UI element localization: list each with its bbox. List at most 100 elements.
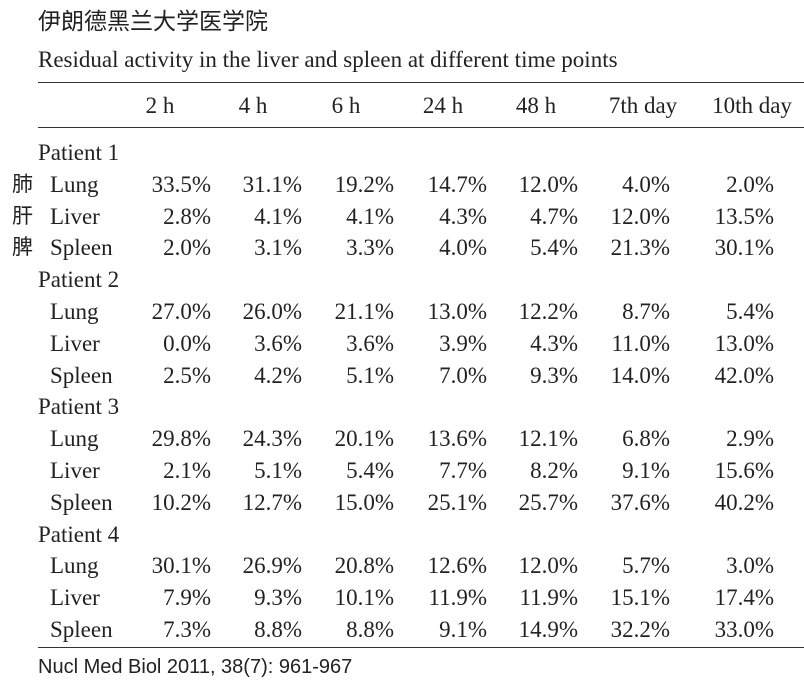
cell-value: 2.0% bbox=[726, 171, 774, 197]
row-label: Lung bbox=[50, 171, 99, 197]
cell-value: 14.7% bbox=[427, 171, 487, 197]
cell-value: 12.0% bbox=[518, 171, 578, 197]
row-label: Spleen bbox=[50, 617, 113, 642]
cell-value: 7.3% bbox=[163, 617, 211, 642]
cell-value: 2.8% bbox=[163, 203, 211, 229]
row-note: 肺 bbox=[12, 172, 33, 196]
cell-value: 3.1% bbox=[254, 235, 302, 261]
cell-value: 15.0% bbox=[334, 489, 394, 515]
cell-value: 20.1% bbox=[334, 426, 394, 452]
cell-value: 3.6% bbox=[346, 330, 394, 356]
title: 伊朗德黑兰大学医学院 bbox=[38, 8, 268, 34]
row-label: Lung bbox=[50, 553, 99, 579]
cell-value: 5.7% bbox=[622, 553, 670, 579]
cell-value: 17.4% bbox=[714, 585, 774, 611]
cell-value: 5.4% bbox=[530, 235, 578, 261]
top-rule bbox=[38, 82, 804, 83]
cell-value: 7.0% bbox=[439, 362, 487, 388]
cell-value: 13.5% bbox=[714, 203, 774, 229]
cell-value: 21.3% bbox=[610, 235, 670, 261]
cell-value: 9.1% bbox=[622, 458, 670, 483]
cell-value: 8.2% bbox=[530, 458, 578, 483]
column-header: 2 h bbox=[145, 93, 175, 118]
cell-value: 2.1% bbox=[163, 458, 211, 483]
cell-value: 30.1% bbox=[714, 235, 774, 261]
cell-value: 12.6% bbox=[427, 553, 487, 579]
cell-value: 2.9% bbox=[726, 426, 774, 452]
cell-value: 4.1% bbox=[254, 203, 302, 229]
cell-value: 13.0% bbox=[714, 330, 774, 356]
cell-value: 30.1% bbox=[151, 553, 211, 579]
cell-value: 5.4% bbox=[726, 299, 774, 324]
cell-value: 25.1% bbox=[427, 489, 487, 515]
header-rule bbox=[38, 127, 804, 128]
cell-value: 11.9% bbox=[519, 585, 578, 611]
row-label: Spleen bbox=[50, 362, 113, 388]
cell-value: 4.0% bbox=[622, 171, 670, 197]
cell-value: 4.2% bbox=[254, 362, 302, 388]
cell-value: 12.0% bbox=[610, 203, 670, 229]
cell-value: 20.8% bbox=[334, 553, 394, 579]
row-note: 肝 bbox=[12, 204, 33, 228]
row-label: Spleen bbox=[50, 235, 113, 261]
cell-value: 10.1% bbox=[334, 585, 394, 611]
cell-value: 7.7% bbox=[439, 458, 487, 483]
cell-value: 9.1% bbox=[439, 617, 487, 642]
row-label: Lung bbox=[50, 426, 99, 452]
cell-value: 5.4% bbox=[346, 458, 394, 483]
cell-value: 7.9% bbox=[163, 585, 211, 611]
cell-value: 12.7% bbox=[242, 489, 302, 515]
column-header: 24 h bbox=[422, 93, 464, 118]
cell-value: 11.0% bbox=[611, 330, 670, 356]
cell-value: 14.0% bbox=[610, 362, 670, 388]
cell-value: 4.3% bbox=[530, 330, 578, 356]
cell-value: 5.1% bbox=[346, 362, 394, 388]
row-label: Spleen bbox=[50, 489, 113, 515]
cell-value: 3.9% bbox=[439, 330, 487, 356]
row-label: Liver bbox=[50, 458, 100, 483]
cell-value: 8.8% bbox=[254, 617, 302, 642]
cell-value: 33.5% bbox=[151, 171, 211, 197]
cell-value: 3.3% bbox=[346, 235, 394, 261]
column-header: 10th day bbox=[712, 93, 792, 118]
cell-value: 33.0% bbox=[714, 617, 774, 642]
cell-value: 4.0% bbox=[439, 235, 487, 261]
row-label: Liver bbox=[50, 330, 100, 356]
group-label: Patient 4 bbox=[38, 521, 120, 547]
cell-value: 27.0% bbox=[151, 299, 211, 324]
cell-value: 8.8% bbox=[346, 617, 394, 642]
cell-value: 37.6% bbox=[610, 489, 670, 515]
column-header: 6 h bbox=[331, 93, 361, 118]
cell-value: 5.1% bbox=[254, 458, 302, 483]
cell-value: 14.9% bbox=[518, 617, 578, 642]
subtitle: Residual activity in the liver and splee… bbox=[38, 47, 618, 72]
bottom-rule bbox=[38, 647, 804, 648]
cell-value: 3.0% bbox=[726, 553, 774, 579]
cell-value: 3.6% bbox=[254, 330, 302, 356]
cell-value: 29.8% bbox=[151, 426, 211, 452]
cell-value: 10.2% bbox=[151, 489, 211, 515]
row-note: 脾 bbox=[12, 236, 33, 260]
cell-value: 15.6% bbox=[714, 458, 774, 483]
row-label: Liver bbox=[50, 203, 100, 229]
cell-value: 19.2% bbox=[334, 171, 394, 197]
cell-value: 0.0% bbox=[163, 330, 211, 356]
group-label: Patient 3 bbox=[38, 394, 120, 420]
cell-value: 2.0% bbox=[163, 235, 211, 261]
cell-value: 6.8% bbox=[622, 426, 670, 452]
cell-value: 12.1% bbox=[518, 426, 578, 452]
cell-value: 13.0% bbox=[427, 299, 487, 324]
cell-value: 12.0% bbox=[518, 553, 578, 579]
cell-value: 4.3% bbox=[439, 203, 487, 229]
column-header: 48 h bbox=[515, 93, 557, 118]
cell-value: 12.2% bbox=[518, 299, 578, 324]
cell-value: 11.9% bbox=[428, 585, 487, 611]
cell-value: 9.3% bbox=[254, 585, 302, 611]
cell-value: 8.7% bbox=[622, 299, 670, 324]
footer: Nucl Med Biol 2011, 38(7): 961-967 bbox=[38, 656, 353, 678]
cell-value: 9.3% bbox=[530, 362, 578, 388]
cell-value: 21.1% bbox=[334, 299, 394, 324]
group-label: Patient 2 bbox=[38, 267, 120, 293]
group-label: Patient 1 bbox=[38, 140, 120, 165]
